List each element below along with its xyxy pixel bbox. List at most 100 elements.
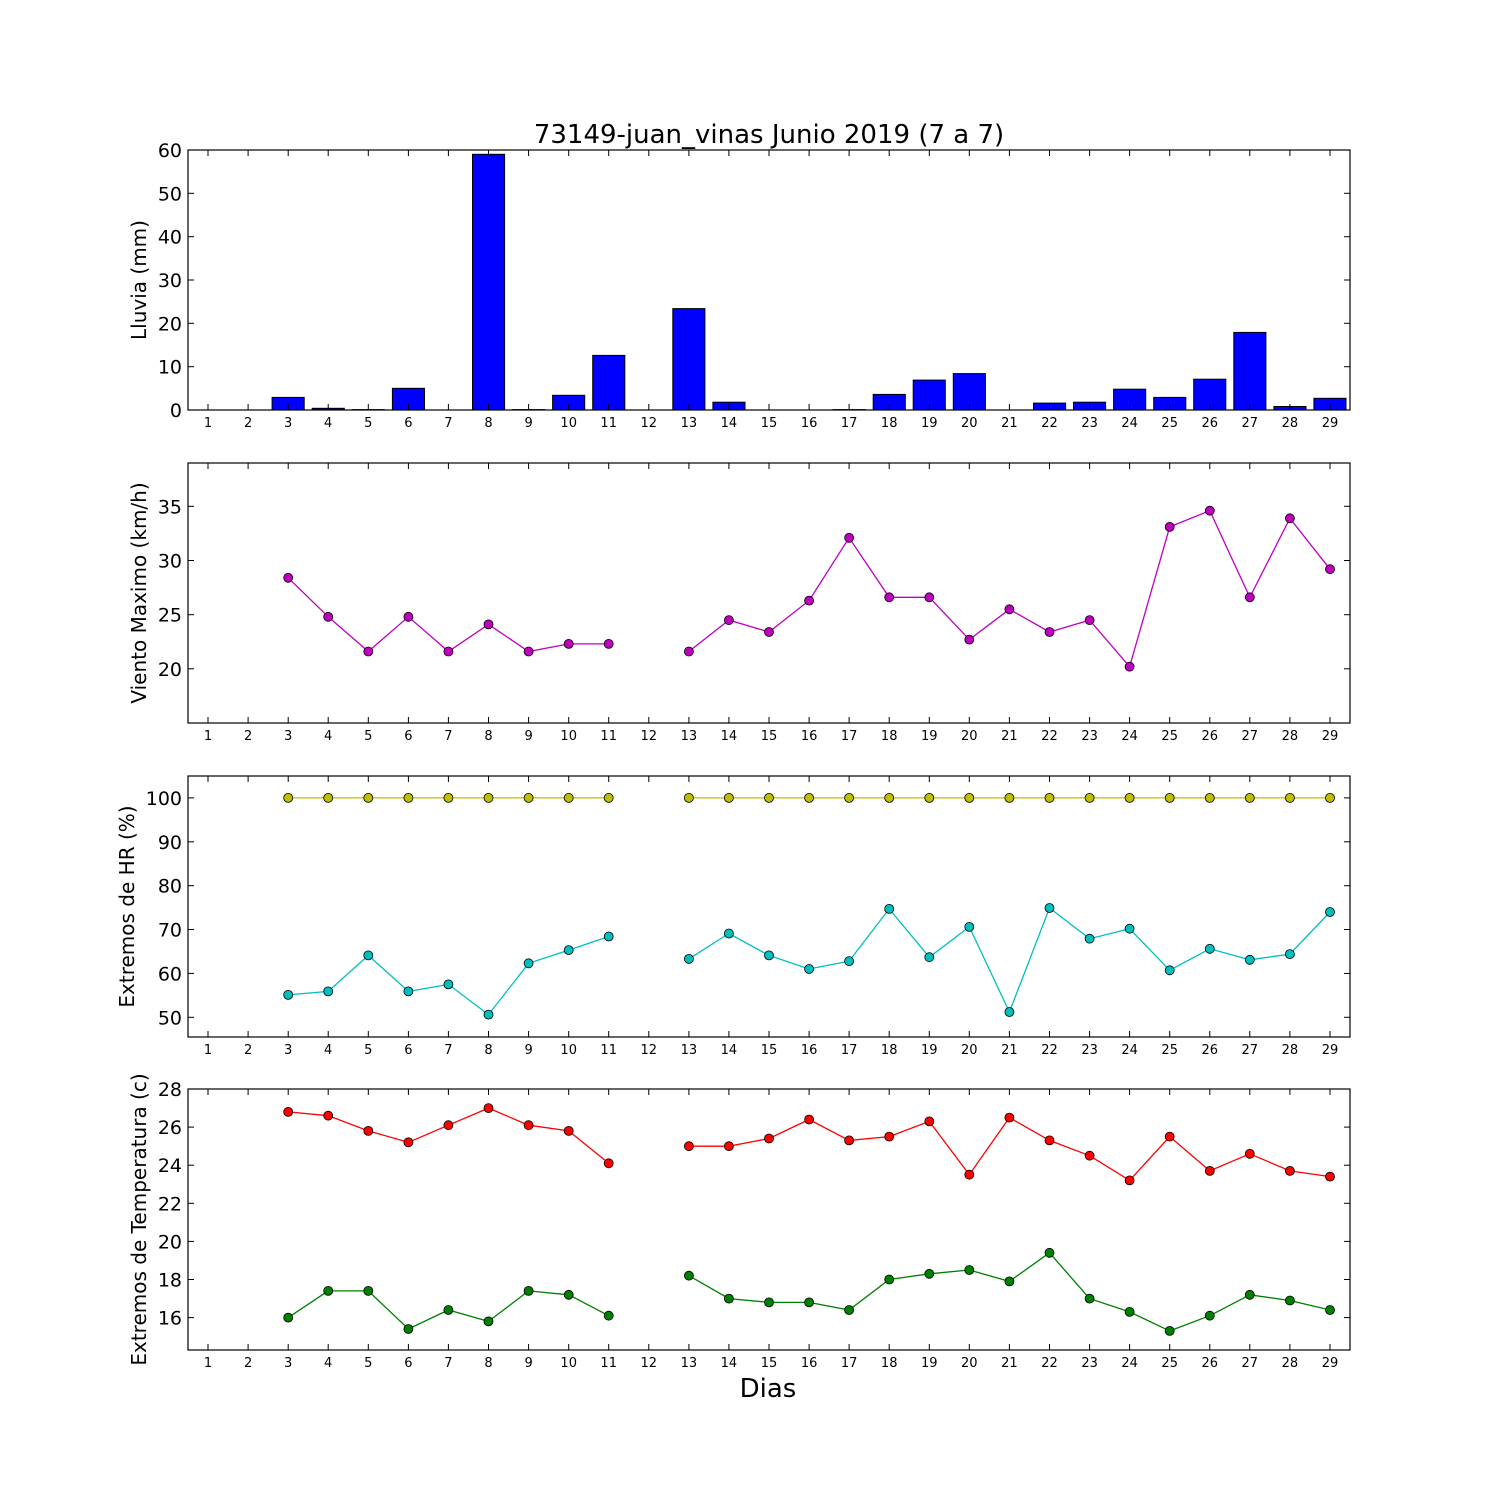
data-point bbox=[1164, 522, 1175, 532]
x-tick-label: 10 bbox=[560, 1043, 577, 1058]
x-tick-label: 6 bbox=[404, 729, 412, 744]
y-tick-label: 0 bbox=[170, 400, 182, 422]
x-tick-label: 18 bbox=[881, 1356, 898, 1371]
data-point bbox=[283, 1312, 294, 1323]
data-point bbox=[483, 1009, 494, 1020]
data-point bbox=[603, 1310, 614, 1321]
x-tick-label: 5 bbox=[364, 416, 372, 431]
data-point bbox=[1044, 1247, 1055, 1258]
x-tick-label: 3 bbox=[284, 416, 292, 431]
data-point bbox=[1244, 793, 1255, 803]
data-point bbox=[443, 1120, 454, 1131]
data-point bbox=[523, 958, 534, 969]
data-point bbox=[1244, 1289, 1255, 1300]
x-tick-label: 21 bbox=[1001, 1356, 1018, 1371]
x-tick-label: 26 bbox=[1202, 729, 1219, 744]
x-tick-label: 20 bbox=[961, 729, 978, 744]
data-point bbox=[724, 793, 734, 803]
x-tick-label: 23 bbox=[1081, 1356, 1098, 1371]
x-tick-label: 5 bbox=[364, 1356, 372, 1371]
data-point bbox=[1285, 793, 1295, 803]
data-point bbox=[1164, 1131, 1175, 1142]
data-point bbox=[603, 1158, 614, 1169]
x-tick-label: 11 bbox=[600, 729, 617, 744]
x-tick-label: 22 bbox=[1041, 729, 1058, 744]
x-tick-label: 9 bbox=[524, 729, 532, 744]
data-point bbox=[483, 619, 494, 630]
y-tick-label: 26 bbox=[158, 1117, 182, 1139]
chart-panel-2: 1 2 3 4 5 6 7 8 9 10 11 12 13 14 15 16 17 18 19 20 21 22 23 24 2… bbox=[127, 462, 1351, 744]
x-tick-label: 24 bbox=[1121, 416, 1138, 431]
x-tick-label: 9 bbox=[524, 1043, 532, 1058]
data-point bbox=[363, 1286, 374, 1296]
data-point bbox=[924, 793, 935, 803]
data-point bbox=[1044, 1135, 1055, 1146]
data-point bbox=[1285, 1295, 1295, 1306]
x-tick-label: 17 bbox=[841, 1356, 858, 1371]
data-point bbox=[844, 956, 854, 966]
data-point bbox=[964, 793, 975, 803]
x-tick-label: 2 bbox=[244, 1356, 252, 1371]
data-point bbox=[1044, 627, 1055, 637]
data-point bbox=[764, 1133, 774, 1144]
x-tick-label: 14 bbox=[721, 1043, 738, 1058]
x-axis-label: Dias bbox=[740, 1374, 797, 1404]
x-tick-label: 4 bbox=[324, 1356, 332, 1371]
x-tick-label: 6 bbox=[404, 1043, 412, 1058]
x-tick-label: 11 bbox=[600, 1043, 617, 1058]
data-point bbox=[924, 952, 935, 963]
data-point bbox=[1325, 793, 1335, 803]
data-point bbox=[1325, 1171, 1335, 1182]
x-tick-label: 26 bbox=[1202, 416, 1219, 431]
data-point bbox=[884, 1131, 895, 1142]
x-tick-label: 4 bbox=[324, 1043, 332, 1058]
x-tick-label: 13 bbox=[681, 1043, 698, 1058]
chart-title: 73149-juan_vinas Junio 2019 (7 a 7) bbox=[534, 120, 1004, 150]
data-point bbox=[523, 793, 534, 803]
x-tick-label: 24 bbox=[1121, 1356, 1138, 1371]
data-point bbox=[283, 793, 294, 803]
x-tick-label: 17 bbox=[841, 1043, 858, 1058]
y-tick-label: 16 bbox=[158, 1308, 182, 1330]
x-tick-label: 28 bbox=[1282, 1043, 1299, 1058]
y-tick-label: 20 bbox=[158, 659, 182, 681]
data-point bbox=[443, 979, 454, 990]
rain-bar bbox=[592, 354, 626, 411]
x-tick-label: 15 bbox=[761, 729, 778, 744]
data-point bbox=[1325, 1305, 1335, 1315]
x-tick-label: 1 bbox=[204, 1356, 212, 1371]
y-tick-label: 100 bbox=[146, 788, 182, 810]
data-point bbox=[563, 639, 574, 649]
y-axis-label: Lluvia (mm) bbox=[127, 220, 151, 340]
x-tick-label: 25 bbox=[1161, 1043, 1178, 1058]
x-tick-label: 28 bbox=[1282, 416, 1299, 431]
x-tick-label: 5 bbox=[364, 729, 372, 744]
x-tick-label: 8 bbox=[484, 1356, 492, 1371]
x-tick-label: 15 bbox=[761, 416, 778, 431]
data-point bbox=[764, 1297, 774, 1308]
data-point bbox=[1285, 513, 1295, 524]
data-point bbox=[1084, 1150, 1095, 1161]
x-tick-label: 29 bbox=[1322, 729, 1339, 744]
x-tick-label: 18 bbox=[881, 729, 898, 744]
data-point bbox=[804, 595, 814, 606]
data-point bbox=[603, 931, 614, 942]
y-tick-label: 22 bbox=[158, 1193, 182, 1215]
y-axis-label: Extremos de HR (%) bbox=[115, 805, 139, 1007]
data-point bbox=[403, 611, 414, 622]
x-tick-label: 24 bbox=[1121, 1043, 1138, 1058]
data-point bbox=[1084, 1293, 1095, 1304]
x-tick-label: 1 bbox=[204, 1043, 212, 1058]
x-tick-label: 6 bbox=[404, 1356, 412, 1371]
y-tick-label: 35 bbox=[158, 496, 182, 518]
x-tick-label: 27 bbox=[1242, 416, 1259, 431]
data-point bbox=[884, 1274, 895, 1285]
x-tick-label: 6 bbox=[404, 416, 412, 431]
data-point bbox=[1204, 1310, 1215, 1321]
x-tick-label: 25 bbox=[1161, 729, 1178, 744]
chart-panel-4: 1 2 3 4 5 6 7 8 9 10 11 12 13 14 15 16 17 18 19 20 21 22 23 24 2… bbox=[127, 1073, 1351, 1404]
data-point bbox=[1204, 943, 1215, 954]
x-tick-label: 26 bbox=[1202, 1356, 1219, 1371]
x-tick-label: 23 bbox=[1081, 729, 1098, 744]
